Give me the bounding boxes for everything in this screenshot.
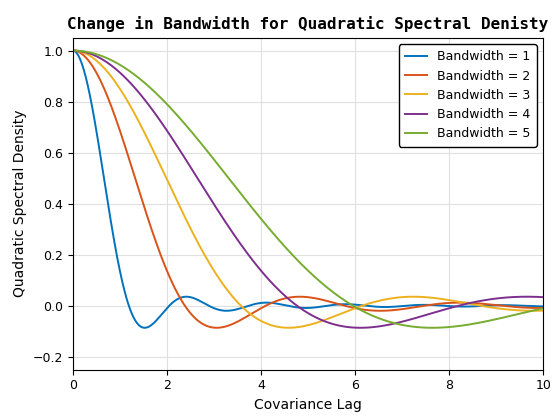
Bandwidth = 4 bbox=[531, 294, 538, 299]
Bandwidth = 5 bbox=[151, 89, 158, 94]
Bandwidth = 5 bbox=[480, 319, 487, 324]
Bandwidth = 4 bbox=[69, 48, 76, 53]
Bandwidth = 5 bbox=[429, 325, 436, 330]
Bandwidth = 1 bbox=[480, 303, 487, 308]
Bandwidth = 1 bbox=[123, 295, 130, 300]
Bandwidth = 4 bbox=[250, 258, 256, 263]
Legend: Bandwidth = 1, Bandwidth = 2, Bandwidth = 3, Bandwidth = 4, Bandwidth = 5: Bandwidth = 1, Bandwidth = 2, Bandwidth … bbox=[399, 44, 537, 147]
Bandwidth = 2 bbox=[531, 305, 538, 310]
Bandwidth = 5 bbox=[270, 231, 277, 236]
Bandwidth = 1 bbox=[540, 304, 547, 309]
Bandwidth = 1 bbox=[151, 320, 158, 325]
Bandwidth = 1 bbox=[270, 301, 277, 306]
Bandwidth = 1 bbox=[250, 302, 256, 307]
Bandwidth = 3 bbox=[270, 323, 277, 328]
Line: Bandwidth = 4: Bandwidth = 4 bbox=[73, 50, 543, 328]
Bandwidth = 2 bbox=[540, 305, 547, 310]
X-axis label: Covariance Lag: Covariance Lag bbox=[254, 398, 362, 412]
Bandwidth = 4 bbox=[480, 298, 487, 303]
Bandwidth = 4 bbox=[151, 110, 158, 115]
Bandwidth = 3 bbox=[151, 150, 158, 155]
Title: Change in Bandwidth for Quadratic Spectral Denisty: Change in Bandwidth for Quadratic Spectr… bbox=[67, 16, 549, 32]
Bandwidth = 4 bbox=[357, 325, 364, 330]
Line: Bandwidth = 2: Bandwidth = 2 bbox=[73, 50, 543, 328]
Bandwidth = 5 bbox=[69, 48, 76, 53]
Bandwidth = 2 bbox=[151, 235, 158, 240]
Y-axis label: Quadratic Spectral Density: Quadratic Spectral Density bbox=[13, 110, 27, 297]
Bandwidth = 4 bbox=[540, 295, 547, 300]
Bandwidth = 5 bbox=[123, 66, 130, 71]
Bandwidth = 1 bbox=[69, 48, 76, 53]
Bandwidth = 1 bbox=[531, 304, 538, 309]
Bandwidth = 2 bbox=[250, 310, 256, 315]
Bandwidth = 3 bbox=[123, 97, 130, 102]
Bandwidth = 4 bbox=[123, 76, 130, 81]
Bandwidth = 3 bbox=[540, 308, 547, 313]
Line: Bandwidth = 5: Bandwidth = 5 bbox=[73, 50, 543, 328]
Bandwidth = 5 bbox=[531, 308, 538, 313]
Bandwidth = 5 bbox=[250, 207, 256, 212]
Line: Bandwidth = 1: Bandwidth = 1 bbox=[73, 50, 543, 328]
Bandwidth = 5 bbox=[540, 306, 547, 311]
Bandwidth = 2 bbox=[69, 48, 76, 53]
Bandwidth = 2 bbox=[213, 325, 220, 330]
Bandwidth = 4 bbox=[270, 282, 277, 287]
Bandwidth = 2 bbox=[270, 299, 277, 304]
Bandwidth = 3 bbox=[285, 325, 292, 330]
Bandwidth = 3 bbox=[480, 304, 487, 309]
Bandwidth = 2 bbox=[123, 148, 130, 153]
Bandwidth = 3 bbox=[531, 308, 538, 313]
Line: Bandwidth = 3: Bandwidth = 3 bbox=[73, 50, 543, 328]
Bandwidth = 3 bbox=[69, 48, 76, 53]
Bandwidth = 3 bbox=[250, 314, 256, 319]
Bandwidth = 1 bbox=[141, 325, 148, 330]
Bandwidth = 2 bbox=[480, 301, 487, 306]
